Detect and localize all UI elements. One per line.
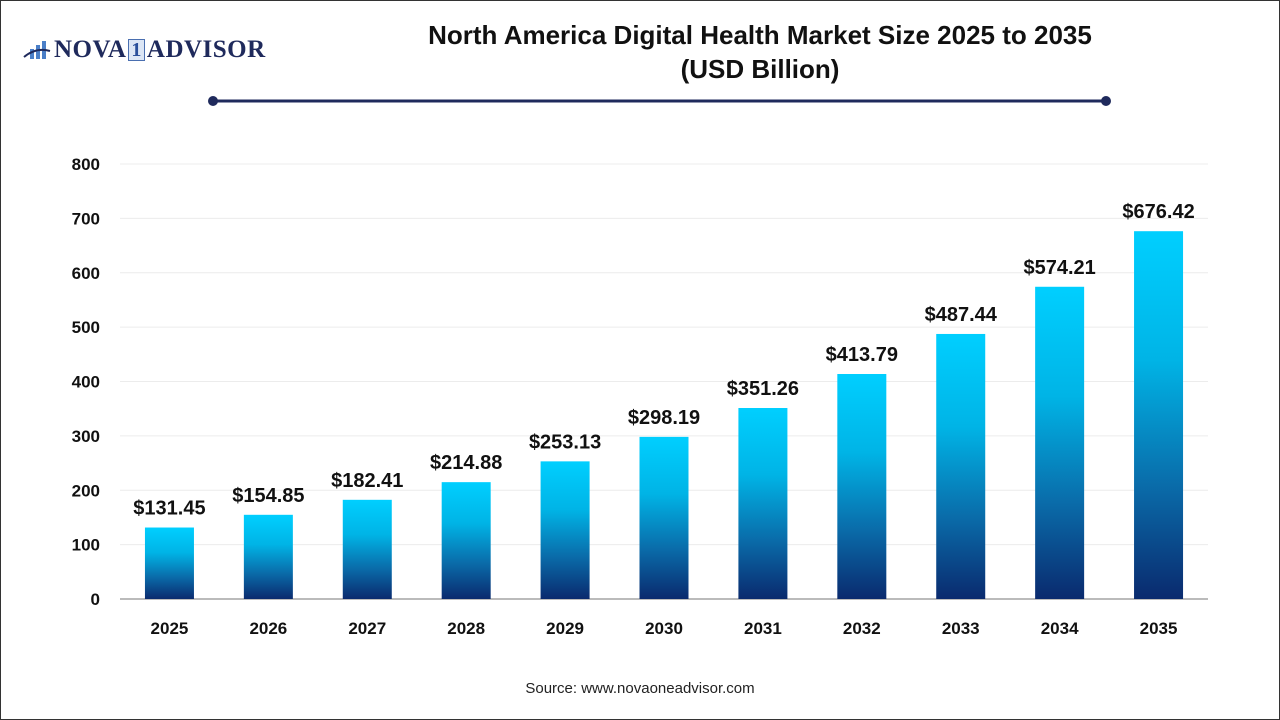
x-tick-label: 2028 xyxy=(447,619,485,638)
x-tick-label: 2029 xyxy=(546,619,584,638)
source-note: Source: www.novaoneadvisor.com xyxy=(525,680,755,697)
y-tick-label: 200 xyxy=(72,481,100,500)
title-rule-dot-left xyxy=(208,96,218,106)
data-label-2030: $298.19 xyxy=(628,407,700,429)
y-tick-label: 0 xyxy=(91,590,100,609)
bar-2034 xyxy=(1035,286,1085,599)
x-tick-label: 2034 xyxy=(1041,619,1079,638)
y-tick-label: 600 xyxy=(72,264,100,283)
data-label-2034: $574.21 xyxy=(1023,257,1095,279)
y-tick-label: 300 xyxy=(72,427,100,446)
bar-2026 xyxy=(243,514,293,599)
bar-2029 xyxy=(540,461,590,599)
y-tick-label: 100 xyxy=(72,536,100,555)
chart-title: North America Digital Health Market Size… xyxy=(300,18,1220,86)
data-label-2031: $351.26 xyxy=(727,378,799,400)
logo-text-right: ADVISOR xyxy=(146,36,266,63)
data-label-2029: $253.13 xyxy=(529,431,601,453)
x-tick-label: 2033 xyxy=(942,619,980,638)
logo-text-left: NOVA xyxy=(54,36,127,63)
x-tick-label: 2030 xyxy=(645,619,683,638)
bar-2030 xyxy=(639,436,689,599)
data-label-2026: $154.85 xyxy=(232,485,304,507)
nova-advisor-logo: NOVA 1 ADVISOR xyxy=(22,36,266,64)
bar-2027 xyxy=(342,499,392,599)
y-tick-label: 400 xyxy=(72,373,100,392)
data-label-2027: $182.41 xyxy=(331,470,403,492)
data-label-2033: $487.44 xyxy=(925,304,998,326)
bar-2035 xyxy=(1134,231,1184,599)
title-rule-dot-right xyxy=(1101,96,1111,106)
data-label-2025: $131.45 xyxy=(133,498,205,520)
bar-2028 xyxy=(441,482,491,599)
x-tick-label: 2027 xyxy=(348,619,386,638)
data-label-2035: $676.42 xyxy=(1122,201,1194,223)
bar-2031 xyxy=(738,408,788,599)
y-tick-label: 500 xyxy=(72,318,100,337)
bar-2033 xyxy=(936,333,986,599)
bar-chart-logo-icon xyxy=(23,41,51,59)
x-tick-label: 2026 xyxy=(249,619,287,638)
chart-title-line2: (USD Billion) xyxy=(680,54,840,84)
y-tick-label: 700 xyxy=(72,209,100,228)
data-label-2032: $413.79 xyxy=(826,344,898,366)
data-label-2028: $214.88 xyxy=(430,452,502,474)
x-tick-label: 2025 xyxy=(151,619,189,638)
bar-2025 xyxy=(144,527,194,599)
x-tick-label: 2032 xyxy=(843,619,881,638)
logo-number: 1 xyxy=(128,39,145,61)
x-tick-label: 2031 xyxy=(744,619,782,638)
chart-title-line1: North America Digital Health Market Size… xyxy=(428,20,1092,50)
y-tick-label: 800 xyxy=(72,155,100,174)
bar-2032 xyxy=(837,374,887,599)
x-tick-label: 2035 xyxy=(1140,619,1178,638)
